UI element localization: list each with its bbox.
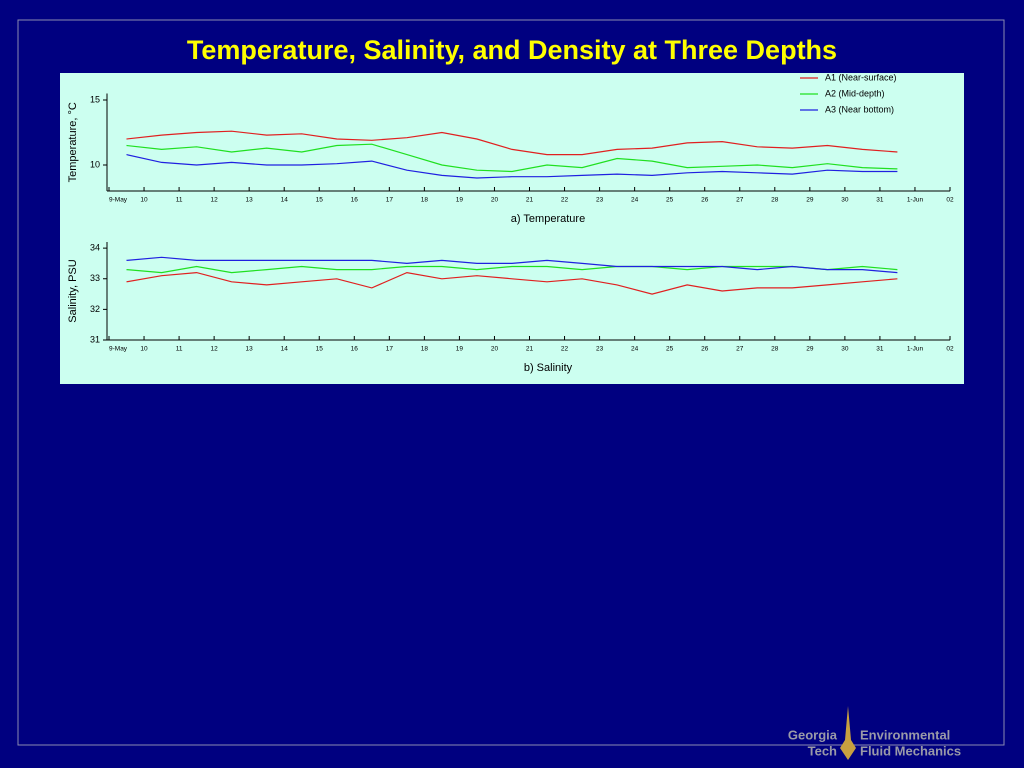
x-tick-label: 22	[561, 197, 569, 204]
x-tick-label: 23	[596, 346, 604, 353]
logo-text: Fluid Mechanics	[860, 743, 961, 758]
logo-text: Environmental	[860, 727, 950, 742]
chart-panel	[60, 73, 964, 384]
x-tick-label: 9-May	[109, 197, 128, 204]
legend-label: A3 (Near bottom)	[825, 104, 894, 114]
logo-text: Georgia	[788, 727, 838, 742]
logo: Georgia Tech Environmental Fluid Mechani…	[788, 706, 961, 760]
x-tick-label: 26	[701, 346, 709, 353]
x-tick-label: 20	[491, 346, 499, 353]
legend-label: A2 (Mid-depth)	[825, 88, 885, 98]
series-line	[126, 265, 898, 274]
x-tick-label: 18	[421, 197, 429, 204]
x-tick-label: 31	[876, 197, 884, 204]
y-tick-label: 15	[90, 94, 100, 104]
x-tick-label: 1-Jun	[907, 197, 924, 204]
y-tick-label: 34	[90, 243, 100, 253]
x-tick-label: 19	[456, 346, 464, 353]
series-line	[126, 271, 898, 295]
x-tick-label: 31	[876, 346, 884, 353]
y-tick-label: 31	[90, 334, 100, 344]
x-tick-label: 15	[316, 197, 324, 204]
x-tick-label: 16	[351, 197, 359, 204]
series-line	[126, 154, 898, 179]
x-tick-label: 13	[246, 346, 254, 353]
x-tick-label: 16	[351, 346, 359, 353]
x-tick-label: 10	[140, 197, 148, 204]
slide-title: Temperature, Salinity, and Density at Th…	[187, 35, 837, 65]
slide-frame	[17, 19, 1005, 746]
series-line	[126, 143, 898, 173]
x-tick-label: 12	[211, 197, 219, 204]
x-tick-label: 29	[806, 346, 814, 353]
y-tick-label: 32	[90, 304, 100, 314]
y-axis-label: Salinity, PSU	[67, 259, 79, 322]
x-tick-label: 02	[946, 197, 954, 204]
x-tick-label: 29	[806, 197, 814, 204]
x-tick-label: 02	[946, 346, 954, 353]
x-tick-label: 9-May	[109, 346, 128, 353]
x-tick-label: 21	[526, 346, 534, 353]
x-tick-label: 28	[771, 197, 779, 204]
x-tick-label: 24	[631, 346, 639, 353]
x-tick-label: 10	[140, 346, 148, 353]
charts: 10 15 9-May 10 11 12 13 14 15 16 17 18 19 20 21 22 23 24 2…	[67, 72, 954, 374]
x-tick-label: 14	[281, 346, 289, 353]
x-tick-label: 18	[421, 346, 429, 353]
x-tick-label: 12	[211, 346, 219, 353]
x-tick-label: 24	[631, 197, 639, 204]
y-tick-label: 10	[90, 159, 100, 169]
legend-label: A1 (Near-surface)	[825, 72, 897, 82]
series-line	[126, 130, 898, 156]
logo-spike	[840, 706, 856, 760]
x-tick-label: 11	[176, 197, 183, 204]
x-tick-label: 30	[841, 197, 849, 204]
x-tick-label: 11	[176, 346, 183, 353]
x-tick-label: 20	[491, 197, 499, 204]
x-tick-label: 27	[736, 346, 744, 353]
x-tick-label: 26	[701, 197, 709, 204]
series-line	[126, 256, 898, 274]
x-tick-label: 14	[281, 197, 289, 204]
x-tick-label: 28	[771, 346, 779, 353]
x-tick-label: 17	[386, 346, 394, 353]
x-tick-label: 30	[841, 346, 849, 353]
x-tick-label: 13	[246, 197, 254, 204]
chart-caption: a) Temperature	[511, 213, 585, 225]
x-tick-label: 25	[666, 346, 674, 353]
chart-caption: b) Salinity	[524, 362, 573, 374]
x-tick-label: 21	[526, 197, 534, 204]
y-tick-label: 33	[90, 273, 100, 283]
logo-text: Tech	[808, 743, 837, 758]
x-tick-label: 15	[316, 346, 324, 353]
x-tick-label: 17	[386, 197, 394, 204]
x-tick-label: 19	[456, 197, 464, 204]
y-axis-label: Temperature, °C	[67, 102, 79, 182]
x-tick-label: 23	[596, 197, 604, 204]
x-tick-label: 1-Jun	[907, 346, 924, 353]
x-tick-label: 25	[666, 197, 674, 204]
x-tick-label: 27	[736, 197, 744, 204]
x-tick-label: 22	[561, 346, 569, 353]
